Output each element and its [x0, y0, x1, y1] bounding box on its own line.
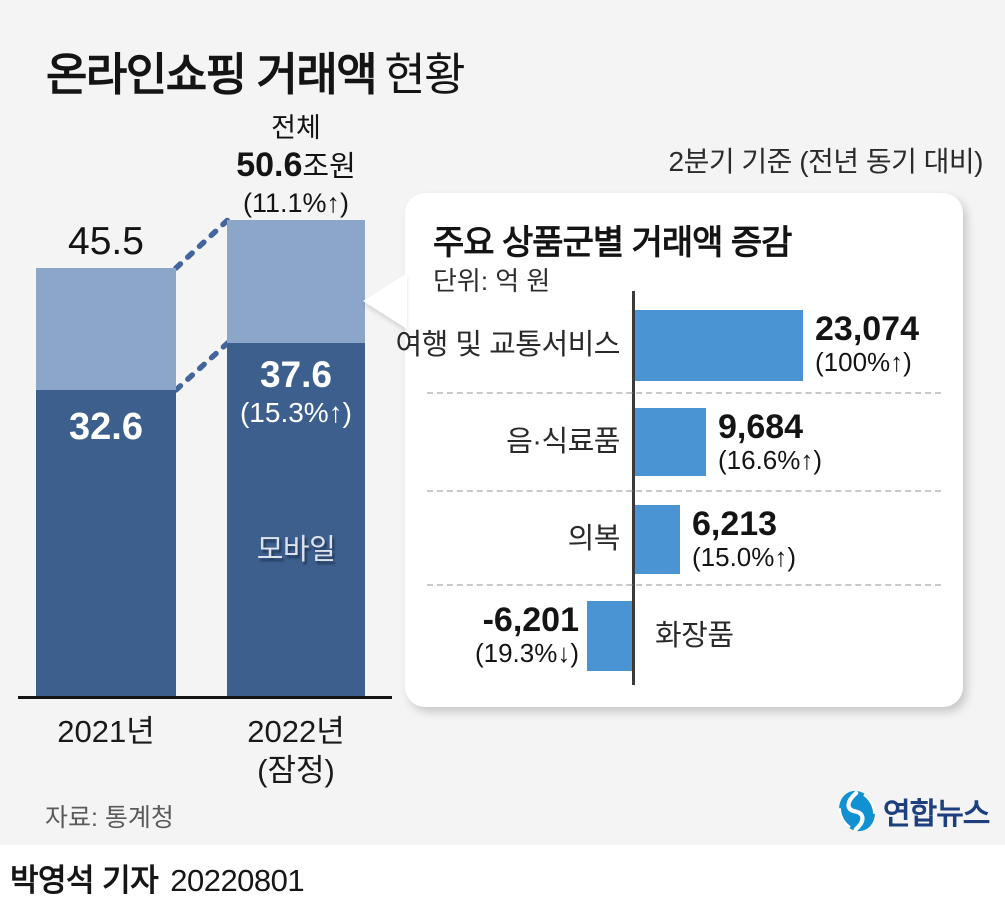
category-panel: 주요 상품군별 거래액 증감 단위: 억 원 여행 및 교통서비스 23,074…	[363, 193, 963, 707]
x-label-2022-sub: (잠정)	[257, 753, 335, 788]
category-row-travel: 여행 및 교통서비스 23,074 (100%↑)	[395, 310, 963, 381]
yonhap-logo: 연합뉴스	[836, 788, 990, 834]
mobile-value-2022: 37.6 (15.3%↑)	[227, 354, 365, 429]
x-axis	[18, 696, 392, 699]
cat-bar-1	[635, 408, 706, 476]
total-2022-change: (11.1%↑)	[242, 188, 350, 218]
x-label-2021: 2021년	[57, 714, 155, 749]
source-note: 자료: 통계청	[45, 804, 174, 832]
total-value-2022: 전체 50.6조원 (11.1%↑)	[227, 112, 365, 219]
bar-2022-mobile-segment	[227, 342, 365, 698]
footer-strip: 박영석 기자 20220801	[0, 845, 1005, 909]
cat-bar-3	[587, 601, 632, 671]
bar-2022-nonmobile-segment	[227, 219, 365, 343]
x-label-2022: 2022년 (잠정)	[227, 712, 365, 790]
period-note: 2분기 기준 (전년 동기 대비)	[668, 146, 984, 177]
total-2022-num: 50.6	[236, 146, 303, 184]
connector-mobile-line	[173, 339, 231, 393]
category-change: (100%↑)	[815, 347, 912, 377]
byline-date: 20220801	[170, 862, 305, 898]
total-2022-number: 50.6조원	[227, 145, 365, 187]
row-separator	[427, 490, 941, 492]
category-label: 화장품	[655, 620, 734, 652]
category-value: 6,213	[692, 505, 778, 543]
category-value: 23,074	[815, 310, 919, 348]
byline: 박영석 기자 20220801	[10, 855, 305, 900]
connector-total-line	[173, 217, 231, 271]
category-value: 9,684	[718, 408, 804, 446]
category-label: 의복	[567, 523, 621, 555]
total-2022-unit: 조원	[302, 151, 356, 183]
bar-2021	[36, 268, 176, 698]
category-change: (15.0%↑)	[692, 542, 797, 572]
category-change: (16.6%↑)	[718, 445, 823, 475]
category-label: 여행 및 교통서비스	[395, 329, 620, 361]
cat-value-3: -6,201 (19.3%↓)	[419, 602, 579, 668]
zero-axis	[632, 291, 635, 685]
mobile-value-2021: 32.6	[69, 406, 143, 448]
panel-unit: 단위: 억 원	[433, 266, 551, 296]
category-row-cosmetics: -6,201 (19.3%↓) 화장품	[405, 601, 963, 671]
page-title-strong: 온라인쇼핑 거래액	[46, 49, 378, 100]
total-value-2021: 45.5	[68, 220, 144, 263]
category-row-clothing: 의복 6,213 (15.0%↑)	[405, 505, 963, 574]
cat-value-1: 9,684 (16.6%↑)	[718, 409, 822, 475]
row-separator	[427, 584, 941, 586]
cat-bar-0	[635, 310, 803, 381]
panel-pointer	[363, 273, 407, 329]
total-2022-label: 전체	[271, 113, 321, 143]
yonhap-logo-icon	[838, 790, 876, 832]
category-row-food: 음·식료품 9,684 (16.6%↑)	[405, 408, 963, 476]
mobile-2022-number: 37.6	[259, 354, 332, 395]
row-separator	[427, 392, 941, 394]
byline-reporter: 박영석 기자	[10, 862, 159, 898]
panel-title: 주요 상품군별 거래액 증감	[433, 224, 792, 262]
yonhap-logo-text: 연합뉴스	[883, 798, 990, 831]
category-label: 음·식료품	[506, 426, 620, 458]
mobile-2022-change: (15.3%↑)	[239, 397, 353, 428]
mobile-segment-tag: 모바일	[256, 534, 336, 566]
cat-value-2: 6,213 (15.0%↑)	[692, 506, 796, 572]
page-title-light: 현황	[384, 49, 465, 100]
cat-value-0: 23,074 (100%↑)	[815, 311, 919, 377]
bar-2021-mobile-segment	[36, 389, 176, 698]
bar-2022	[227, 219, 365, 698]
page-title: 온라인쇼핑 거래액 현황	[46, 38, 466, 103]
x-label-2022-year: 2022년	[247, 714, 345, 749]
bar-2021-nonmobile-segment	[36, 268, 176, 390]
category-value: -6,201	[482, 601, 579, 639]
cat-bar-2	[635, 505, 680, 574]
category-change: (19.3%↓)	[474, 638, 579, 668]
